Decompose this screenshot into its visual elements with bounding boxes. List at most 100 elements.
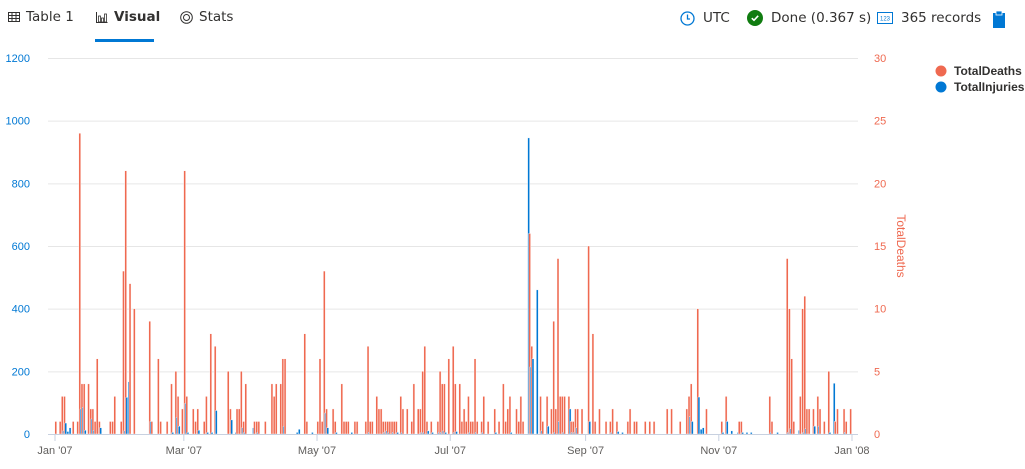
bar-totaldeaths: [790, 358, 793, 435]
bar-totaldeaths: [205, 396, 208, 435]
bar-totaldeaths: [281, 358, 285, 435]
copy-button[interactable]: [993, 11, 1005, 28]
bar-totaldeaths: [550, 408, 553, 435]
bar-totaldeaths: [399, 396, 402, 435]
bar-totaldeaths: [572, 421, 575, 435]
left-tick-label: 1000: [6, 116, 30, 128]
bar-totalinjuries: [431, 432, 434, 435]
bar-totaldeaths: [823, 421, 826, 435]
bar-totaldeaths: [626, 421, 630, 435]
timezone-indicator[interactable]: UTC: [680, 10, 730, 26]
bar-totaldeaths: [644, 421, 647, 435]
bar-totalinjuries: [84, 430, 87, 435]
number-icon: 123: [877, 12, 893, 24]
bar-totalinjuries: [813, 425, 816, 435]
bar-totaldeaths: [720, 421, 723, 435]
x-axis-ticks: Jan '07 Mar '07 May '07 Jul '07 Sep '07 Nov '…: [37, 434, 870, 457]
bar-totaldeaths: [469, 421, 472, 435]
bar-totaldeaths: [58, 421, 62, 435]
left-tick-label: 0: [24, 429, 30, 441]
bar-totaldeaths: [504, 421, 507, 435]
bar-totaldeaths: [244, 383, 247, 435]
bar-totalinjuries: [335, 432, 338, 435]
bar-totalinjuries: [745, 432, 749, 435]
legend-item-totalinjuries[interactable]: TotalInjuries: [935, 80, 1025, 94]
bar-totaldeaths: [235, 408, 239, 435]
bar-totaldeaths: [471, 421, 475, 435]
right-axis-title: TotalDeaths: [894, 214, 908, 277]
bar-totaldeaths: [264, 421, 267, 435]
bar-totaldeaths: [517, 421, 520, 435]
bar-totaldeaths: [792, 421, 796, 435]
bar-totaldeaths: [849, 408, 852, 435]
bar-totaldeaths: [181, 408, 184, 435]
legend-item-totaldeaths[interactable]: TotalDeaths: [935, 64, 1023, 78]
bar-totaldeaths: [419, 408, 422, 435]
clock-icon: [680, 10, 695, 26]
bar-totalinjuries: [509, 432, 513, 435]
bar-totaldeaths: [786, 258, 789, 435]
tab-stats[interactable]: Stats: [180, 9, 233, 25]
bar-chart-icon: [96, 12, 108, 23]
bar-totaldeaths: [54, 421, 57, 435]
results-toolbar: Table 1 Visual Stats UTC Done (0.367 s) …: [0, 0, 1025, 42]
bar-totaldeaths: [209, 333, 212, 435]
bar-totaldeaths: [421, 371, 424, 435]
bar-totaldeaths: [157, 358, 160, 435]
bar-totaldeaths: [506, 408, 509, 435]
bar-totaldeaths: [78, 132, 81, 435]
bar-totaldeaths: [476, 421, 479, 435]
bar-totaldeaths: [347, 421, 350, 435]
bar-totaldeaths: [685, 408, 689, 435]
bar-totaldeaths: [502, 383, 505, 435]
bar-totalinjuries: [171, 432, 174, 435]
bar-totaldeaths: [441, 383, 444, 435]
bar-totalinjuries: [721, 432, 725, 435]
bar-totaldeaths: [375, 396, 378, 435]
bar-totaldeaths: [128, 283, 132, 435]
bar-totaldeaths: [133, 308, 136, 435]
bar-totaldeaths: [521, 421, 525, 435]
bar-totalinjuries: [66, 431, 70, 435]
bar-totaldeaths: [353, 421, 357, 435]
bar-totaldeaths: [82, 383, 86, 435]
bar-totalinjuries: [230, 419, 233, 435]
bar-totaldeaths: [382, 421, 385, 435]
bar-totaldeaths: [430, 421, 433, 435]
tab-table-1[interactable]: Table 1: [8, 9, 74, 25]
records-label: 365 records: [901, 10, 982, 26]
bar-totaldeaths: [569, 421, 573, 435]
right-tick-label: 5: [874, 366, 880, 378]
bar-totaldeaths: [648, 421, 651, 435]
tab-visual[interactable]: Visual: [96, 9, 160, 25]
bar-totalinjuries: [616, 431, 620, 435]
bar-totaldeaths: [366, 346, 370, 435]
legend-label-injuries: TotalInjuries: [954, 80, 1025, 94]
bar-totaldeaths: [609, 421, 612, 435]
bar-totaldeaths: [635, 421, 638, 435]
legend-label-deaths: TotalDeaths: [954, 64, 1022, 78]
left-tick-label: 600: [12, 241, 30, 253]
bar-totaldeaths: [318, 358, 322, 435]
record-count: 123 365 records: [877, 10, 981, 26]
bar-totaldeaths: [283, 358, 287, 435]
bar-totaldeaths: [93, 421, 97, 435]
bar-totaldeaths: [109, 421, 112, 435]
bar-totalinjuries: [691, 421, 694, 435]
bar-totalinjuries: [178, 425, 181, 435]
bar-totaldeaths: [412, 383, 416, 435]
bar-totaldeaths: [148, 321, 151, 435]
timezone-label: UTC: [703, 10, 730, 26]
bar-totaldeaths: [323, 270, 326, 435]
bar-totalinjuries: [702, 427, 705, 435]
clipboard-icon: [993, 11, 1005, 28]
bar-totaldeaths: [423, 346, 426, 435]
bar-totaldeaths: [807, 408, 811, 435]
bar-totaldeaths: [305, 421, 309, 435]
svg-text:123: 123: [880, 17, 891, 23]
bar-totaldeaths: [587, 245, 590, 435]
bar-totaldeaths: [576, 408, 579, 435]
bar-totaldeaths: [159, 421, 162, 435]
left-tick-label: 800: [12, 178, 30, 190]
bar-totaldeaths: [371, 421, 374, 435]
